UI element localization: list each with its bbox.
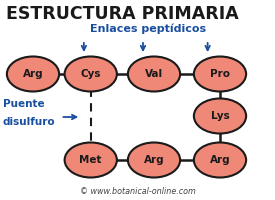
- Text: Pro: Pro: [210, 69, 230, 79]
- Text: Cys: Cys: [81, 69, 101, 79]
- Ellipse shape: [128, 142, 180, 178]
- Ellipse shape: [7, 56, 59, 92]
- Ellipse shape: [65, 142, 117, 178]
- Text: Val: Val: [145, 69, 163, 79]
- Text: disulfuro: disulfuro: [3, 117, 55, 127]
- Text: Puente: Puente: [3, 99, 44, 109]
- Text: Met: Met: [79, 155, 102, 165]
- Text: Lys: Lys: [211, 111, 229, 121]
- Ellipse shape: [65, 56, 117, 92]
- Text: Enlaces peptídicos: Enlaces peptídicos: [90, 24, 207, 34]
- Text: Arg: Arg: [23, 69, 43, 79]
- Ellipse shape: [194, 98, 246, 134]
- Text: © www.botanical-online.com: © www.botanical-online.com: [80, 187, 195, 196]
- Text: Arg: Arg: [210, 155, 230, 165]
- Text: Arg: Arg: [144, 155, 164, 165]
- Ellipse shape: [128, 56, 180, 92]
- Ellipse shape: [194, 56, 246, 92]
- Text: ESTRUCTURA PRIMARIA: ESTRUCTURA PRIMARIA: [6, 5, 238, 23]
- Ellipse shape: [194, 142, 246, 178]
